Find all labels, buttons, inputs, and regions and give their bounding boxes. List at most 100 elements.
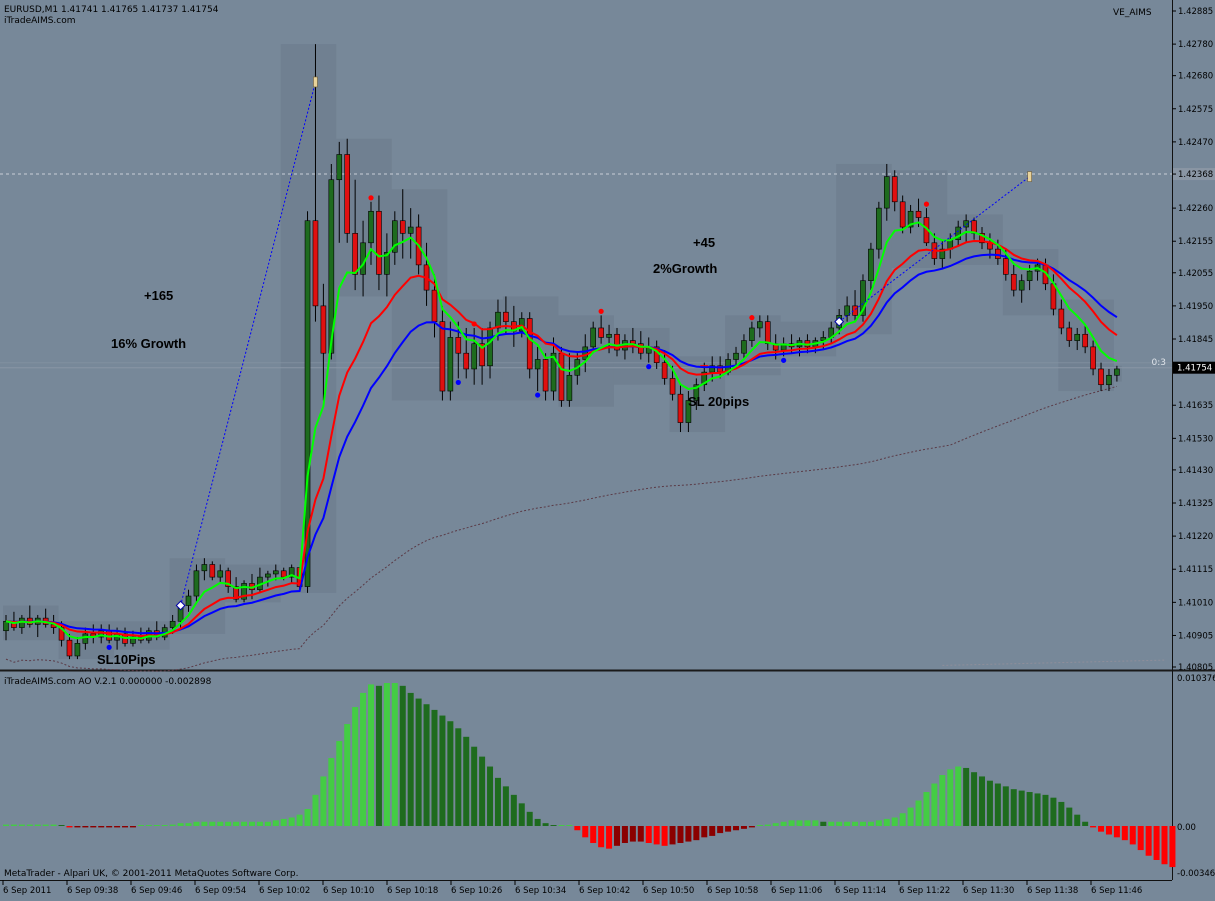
time-axis: 6 Sep 2011 6 Sep 09:38 6 Sep 09:46 6 Sep 09… [2,880,1142,896]
candle [471,343,477,370]
ao-bar [256,821,263,826]
ao-bar [899,813,906,826]
ao-bar [820,821,827,826]
ao-axis-top: 0.010376 [1177,674,1215,684]
ao-bar [804,820,811,826]
candle [1018,280,1025,291]
candle [860,280,866,316]
ao-bar [550,825,557,826]
time-label: 6 Sep 10:02 [259,886,310,896]
candle [344,154,351,234]
candle [677,393,684,423]
time-label: 6 Sep 11:14 [835,886,886,896]
ao-bar [185,823,192,826]
ao-bar [431,709,438,826]
candle [566,374,573,401]
ao-bar [947,769,954,826]
ao-bar [1161,826,1168,865]
price-label: 1.42368 [1178,170,1213,180]
ao-bar [479,756,486,826]
footer-copyright: MetaTrader - Alpari UK, © 2001-2011 Meta… [4,869,298,879]
ao-bar [90,826,97,828]
ao-bar [534,818,541,826]
ao-bar [558,825,565,826]
candle [669,378,676,395]
current-price-tag [1173,361,1215,374]
ao-bar [994,783,1001,826]
ao-bar [312,794,319,826]
candle [661,362,668,379]
price-axis: 1.42885 1.42780 1.42680 1.42575 1.42470 1.423… [1172,7,1215,673]
ao-bar [248,821,255,826]
candle [280,570,287,578]
trade-exit-marker [313,76,318,88]
candle [614,333,620,351]
candle [582,346,589,360]
ao-bar [1121,826,1128,841]
candle [764,321,771,345]
ao-bar [82,826,89,828]
price-label: 1.42260 [1178,204,1213,214]
candle [852,305,858,316]
ao-bar [502,786,509,826]
trade1-sl: SL10Pips [97,652,156,667]
ao-bar [542,823,549,826]
ao-bar [764,824,771,826]
ao-bar [915,800,922,826]
price-label: 1.41115 [1178,565,1213,575]
candle [288,567,295,578]
signal-dot [646,364,652,370]
highlight-price-tag [1173,168,1215,181]
ao-bar [653,826,660,845]
ao-bar [1034,793,1041,826]
ao-bar [598,826,605,848]
ao-bar [875,820,882,826]
ao-bar [1098,826,1105,832]
price-label: 1.42155 [1178,237,1213,247]
trade2-growth: 2%Growth [653,261,717,276]
time-label: 6 Sep 09:54 [195,886,246,896]
ao-bar [66,826,73,828]
ao-bar [574,826,581,831]
candle [201,564,208,572]
time-label: 6 Sep 10:50 [643,886,694,896]
ao-bar [709,826,716,836]
candle [542,359,549,392]
ao-bar [955,766,962,826]
ao-bar [1002,786,1009,826]
ao-bar [1129,826,1136,845]
ao-bar [201,821,208,826]
candle [820,337,827,341]
ao-bar [939,775,946,826]
candle [265,573,271,578]
ao-bar [225,821,232,826]
ao-bar [447,721,454,826]
candle [463,352,470,370]
ao-bar [756,825,763,826]
candle [876,207,882,250]
candle [352,233,358,275]
ao-bar [280,818,287,826]
candle [939,248,946,259]
ao-bar [780,821,787,826]
ao-bar [383,683,390,826]
ao-bar [241,821,248,826]
ao-bar [264,821,271,826]
candle [376,210,382,275]
ao-bar [923,792,930,826]
candle [741,340,747,354]
ao-bar [368,684,375,826]
ao-bar [629,826,636,842]
ao-bar [867,821,874,826]
ao-bar [58,825,65,826]
trade1-pips: +165 [144,288,173,303]
candle [304,220,311,587]
price-label: 1.42470 [1178,138,1213,148]
ao-bar [399,685,406,826]
ao-bar [613,826,620,846]
ao-bar [233,821,240,826]
ao-panel[interactable] [0,672,1172,880]
ao-bar [10,824,17,826]
candle [899,201,906,228]
